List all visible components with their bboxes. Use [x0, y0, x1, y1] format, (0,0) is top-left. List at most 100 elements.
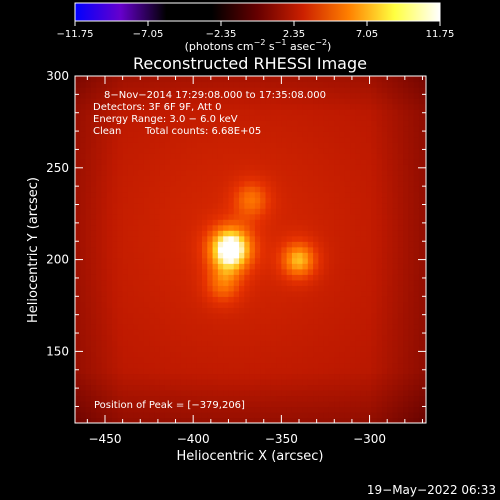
heatmap-cell — [307, 334, 314, 341]
heatmap-cell — [180, 318, 187, 325]
heatmap-cell — [397, 296, 404, 303]
heatmap-cell — [175, 400, 182, 408]
heatmap-cell — [291, 318, 298, 325]
heatmap-cell — [164, 285, 171, 292]
heatmap-cell — [339, 224, 346, 231]
heatmap-cell — [154, 373, 161, 380]
heatmap-cell — [339, 279, 346, 286]
heatmap-cell — [339, 164, 346, 171]
heatmap-cell — [154, 334, 161, 341]
heatmap-cell — [164, 180, 171, 187]
heatmap-cell — [328, 323, 335, 330]
heatmap-cell — [323, 384, 330, 391]
heatmap-cell — [328, 290, 335, 297]
heatmap-cell — [239, 290, 245, 297]
heatmap-cell — [244, 120, 251, 127]
heatmap-cell — [328, 334, 335, 341]
heatmap-cell — [323, 197, 330, 204]
heatmap-cell — [387, 395, 394, 402]
heatmap-cell — [175, 175, 182, 182]
heatmap-cell — [334, 76, 341, 83]
heatmap-cell — [233, 395, 240, 402]
heatmap-cell — [75, 125, 81, 132]
heatmap-cell — [397, 384, 404, 391]
heatmap-cell — [387, 136, 394, 143]
heatmap-cell — [117, 384, 124, 391]
heatmap-cell — [212, 81, 219, 88]
heatmap-cell — [392, 384, 399, 391]
heatmap-cell — [138, 329, 145, 336]
heatmap-cell — [418, 109, 425, 116]
heatmap-cell — [191, 191, 198, 198]
heatmap-cell — [424, 274, 426, 281]
heatmap-cell — [344, 186, 351, 193]
heatmap-cell — [403, 257, 409, 264]
heatmap-cell — [403, 395, 409, 402]
heatmap-cell — [201, 175, 208, 182]
heatmap-cell — [397, 114, 404, 121]
heatmap-cell — [371, 411, 378, 419]
heatmap-cell — [397, 257, 404, 264]
heatmap-cell — [101, 356, 108, 364]
heatmap-cell — [170, 131, 177, 138]
heatmap-cell — [117, 246, 124, 253]
heatmap-cell — [397, 301, 404, 308]
heatmap-cell — [318, 296, 325, 303]
heatmap-cell — [313, 318, 320, 325]
heatmap-cell — [127, 323, 134, 330]
heatmap-cell — [207, 147, 214, 154]
heatmap-cell — [201, 81, 208, 88]
heatmap-cell — [302, 114, 309, 121]
heatmap-cell — [239, 400, 245, 408]
heatmap-cell — [403, 356, 409, 364]
heatmap-cell — [355, 81, 362, 88]
heatmap-cell — [339, 87, 346, 94]
heatmap-cell — [392, 378, 399, 386]
heatmap-cell — [270, 296, 277, 303]
heatmap-cell — [371, 362, 378, 369]
heatmap-cell — [233, 131, 240, 138]
heatmap-cell — [350, 417, 357, 423]
heatmap-cell — [371, 175, 378, 182]
heatmap-cell — [376, 136, 383, 143]
heatmap-cell — [381, 367, 388, 375]
heatmap-cell — [334, 219, 341, 226]
heatmap-cell — [371, 296, 378, 303]
heatmap-cell — [112, 219, 118, 226]
heatmap-cell — [75, 301, 81, 308]
heatmap-cell — [143, 378, 150, 386]
heatmap-cell — [154, 120, 161, 127]
heatmap-cell — [228, 114, 235, 121]
heatmap-cell — [276, 340, 282, 347]
heatmap-cell — [186, 131, 193, 138]
heatmap-cell — [244, 81, 251, 88]
heatmap-cell — [381, 378, 388, 386]
heatmap-cell — [133, 186, 140, 193]
heatmap-cell — [254, 191, 261, 198]
heatmap-cell — [164, 92, 171, 99]
heatmap-cell — [101, 340, 108, 347]
heatmap-cell — [133, 323, 140, 330]
heatmap-cell — [106, 362, 113, 369]
heatmap-cell — [403, 191, 409, 198]
heatmap-cell — [408, 120, 415, 127]
heatmap-cell — [318, 246, 325, 253]
heatmap-cell — [344, 268, 351, 275]
heatmap-cell — [106, 384, 113, 391]
heatmap-cell — [101, 202, 108, 209]
heatmap-cell — [133, 274, 140, 281]
heatmap-cell — [265, 285, 272, 292]
heatmap-cell — [286, 208, 293, 215]
heatmap-cell — [244, 175, 251, 182]
heatmap-cell — [307, 318, 314, 325]
heatmap-cell — [207, 411, 214, 419]
heatmap-cell — [286, 323, 293, 330]
heatmap-cell — [323, 263, 330, 270]
heatmap-cell — [334, 87, 341, 94]
heatmap-cell — [170, 395, 177, 402]
heatmap-cell — [350, 208, 357, 215]
x-tick-label: −350 — [265, 432, 298, 446]
heatmap-cell — [233, 164, 240, 171]
heatmap-cell — [424, 367, 426, 375]
heatmap-cell — [75, 384, 81, 391]
